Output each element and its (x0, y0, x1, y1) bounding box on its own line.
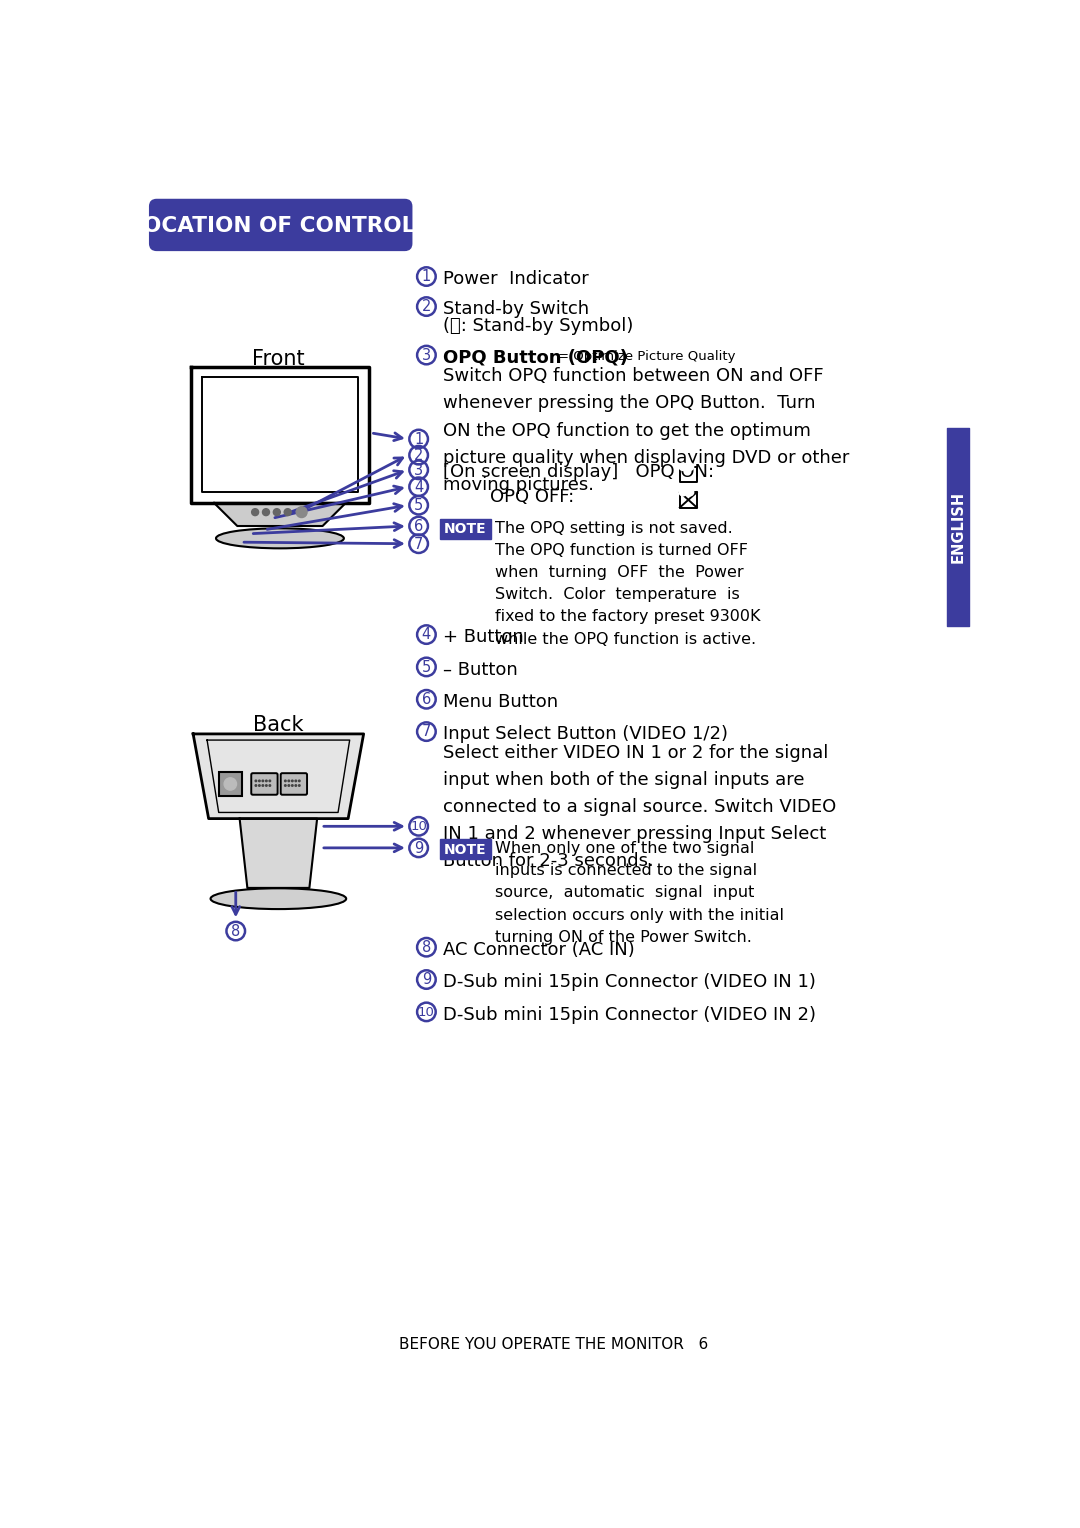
FancyBboxPatch shape (281, 773, 307, 795)
Circle shape (687, 489, 693, 495)
Text: NOTE: NOTE (444, 523, 486, 536)
Circle shape (679, 463, 687, 471)
Text: 7: 7 (421, 724, 431, 740)
Circle shape (225, 778, 237, 790)
Circle shape (255, 781, 257, 782)
Circle shape (288, 785, 289, 787)
Text: 1: 1 (414, 432, 423, 446)
Circle shape (262, 781, 264, 782)
Text: Stand-by Switch: Stand-by Switch (444, 301, 590, 318)
Text: 2: 2 (421, 299, 431, 315)
Circle shape (679, 489, 687, 495)
FancyBboxPatch shape (440, 520, 490, 539)
Text: + Button: + Button (444, 628, 524, 646)
Text: 6: 6 (422, 692, 431, 707)
Circle shape (687, 463, 693, 471)
Circle shape (296, 507, 307, 518)
Circle shape (269, 781, 271, 782)
Text: Menu Button: Menu Button (444, 694, 558, 711)
Circle shape (273, 509, 281, 515)
Text: 3: 3 (414, 463, 423, 478)
Circle shape (262, 509, 270, 515)
Polygon shape (214, 503, 346, 526)
Text: 10: 10 (410, 821, 427, 833)
Text: 4: 4 (414, 480, 423, 495)
Text: 10: 10 (418, 1005, 435, 1019)
Text: 8: 8 (231, 924, 241, 938)
Circle shape (298, 781, 300, 782)
Circle shape (262, 785, 264, 787)
Polygon shape (240, 819, 318, 888)
Text: 7: 7 (414, 536, 423, 552)
Circle shape (252, 509, 258, 515)
FancyBboxPatch shape (252, 773, 278, 795)
Text: AC Connector (AC IN): AC Connector (AC IN) (444, 941, 635, 960)
Text: Back: Back (253, 715, 303, 735)
Text: BEFORE YOU OPERATE THE MONITOR   6: BEFORE YOU OPERATE THE MONITOR 6 (399, 1337, 708, 1352)
Text: OPQ Button (OPQ): OPQ Button (OPQ) (444, 348, 629, 367)
Text: = Optimize Picture Quality: = Optimize Picture Quality (558, 350, 735, 362)
Circle shape (292, 785, 293, 787)
Text: Input Select Button (VIDEO 1/2): Input Select Button (VIDEO 1/2) (444, 726, 728, 744)
Circle shape (284, 785, 286, 787)
Text: Front: Front (252, 348, 305, 368)
Ellipse shape (211, 888, 347, 909)
Text: 4: 4 (422, 628, 431, 642)
Text: 9: 9 (422, 972, 431, 987)
Text: 1: 1 (422, 269, 431, 284)
Circle shape (295, 781, 297, 782)
Circle shape (258, 785, 260, 787)
Text: The OPQ setting is not saved.
The OPQ function is turned OFF
when  turning  OFF : The OPQ setting is not saved. The OPQ fu… (496, 521, 761, 646)
Ellipse shape (216, 529, 343, 549)
Circle shape (266, 781, 267, 782)
Circle shape (292, 781, 293, 782)
Circle shape (258, 781, 260, 782)
FancyBboxPatch shape (440, 839, 490, 859)
Text: NOTE: NOTE (444, 843, 486, 857)
Text: Power  Indicator: Power Indicator (444, 270, 590, 289)
Text: 3: 3 (422, 348, 431, 364)
Text: (⏻: Stand-by Symbol): (⏻: Stand-by Symbol) (444, 318, 634, 335)
Circle shape (255, 785, 257, 787)
Text: LOCATION OF CONTROLS: LOCATION OF CONTROLS (131, 215, 431, 235)
FancyBboxPatch shape (149, 199, 413, 251)
Circle shape (269, 785, 271, 787)
Text: ENGLISH: ENGLISH (950, 490, 966, 564)
Text: 5: 5 (422, 660, 431, 675)
Text: 6: 6 (414, 520, 423, 533)
Text: 5: 5 (414, 498, 423, 513)
Text: 2: 2 (414, 448, 423, 463)
Text: D-Sub mini 15pin Connector (VIDEO IN 2): D-Sub mini 15pin Connector (VIDEO IN 2) (444, 1005, 816, 1024)
Circle shape (288, 781, 289, 782)
Circle shape (284, 781, 286, 782)
Text: 8: 8 (422, 940, 431, 955)
Text: 9: 9 (414, 840, 423, 856)
Text: – Button: – Button (444, 660, 518, 678)
Circle shape (298, 785, 300, 787)
Text: Select either VIDEO IN 1 or 2 for the signal
input when both of the signal input: Select either VIDEO IN 1 or 2 for the si… (444, 744, 837, 871)
Text: When only one of the two signal
inputs is connected to the signal
source,  autom: When only one of the two signal inputs i… (496, 840, 784, 944)
Text: [On screen display]   OPQ ON:: [On screen display] OPQ ON: (444, 463, 715, 481)
Text: Switch OPQ function between ON and OFF
whenever pressing the OPQ Button.  Turn
O: Switch OPQ function between ON and OFF w… (444, 367, 850, 494)
Circle shape (266, 785, 267, 787)
FancyBboxPatch shape (218, 772, 242, 796)
Circle shape (284, 509, 292, 515)
Text: D-Sub mini 15pin Connector (VIDEO IN 1): D-Sub mini 15pin Connector (VIDEO IN 1) (444, 973, 816, 992)
Text: OPQ OFF:: OPQ OFF: (490, 489, 575, 506)
Circle shape (295, 785, 297, 787)
Polygon shape (193, 733, 364, 819)
